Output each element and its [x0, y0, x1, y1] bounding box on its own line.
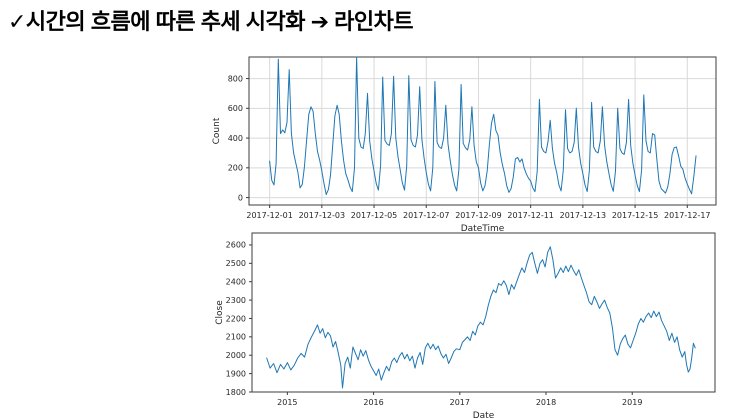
x-axis-label: Date: [473, 411, 495, 419]
x-tick-label: 2017-12-05: [351, 211, 398, 220]
slide-title: ✓시간의 흐름에 따른 추세 시각화 ➔ 라인차트: [8, 9, 414, 34]
x-tick-label: 2018: [536, 398, 556, 407]
y-tick-label: 2000: [226, 351, 246, 360]
y-tick-label: 400: [228, 134, 243, 143]
x-tick-label: 2017: [450, 398, 470, 407]
x-tick-label: 2019: [622, 398, 642, 407]
y-axis-label: Count: [212, 117, 222, 144]
series-line: [266, 246, 696, 389]
x-tick-label: 2016: [363, 398, 383, 407]
x-tick-label: 2017-12-13: [560, 211, 607, 220]
x-tick-label: 2017-12-11: [507, 211, 554, 220]
y-tick-label: 2300: [226, 296, 246, 305]
x-tick-label: 2017-12-07: [403, 211, 450, 220]
plot-frame: [248, 56, 717, 206]
y-axis-label: Close: [215, 300, 225, 325]
x-tick-label: 2017-12-09: [455, 211, 502, 220]
y-tick-label: 200: [228, 164, 243, 173]
series-line: [269, 56, 697, 196]
y-tick-label: 800: [228, 74, 243, 83]
hourly-count-line-chart: 2017-12-01 2017-12-03 2017-12-05 2017-12-07…: [212, 56, 717, 234]
y-tick-label: 1800: [226, 388, 246, 397]
y-tick-label: 600: [228, 104, 243, 113]
x-tick-label: 2017-12-01: [246, 211, 293, 220]
x-tick-label: 2017-12-03: [299, 211, 346, 220]
y-tick-label: 0: [238, 193, 243, 202]
daily-close-line-chart: 2015 2016 2017 2018 2019 1800 1900 2000 2100 2200…: [215, 232, 716, 419]
x-tick-label: 2015: [277, 398, 297, 407]
x-axis-label: DateTime: [461, 224, 505, 234]
y-tick-label: 2400: [226, 278, 246, 287]
y-tick-label: 2200: [226, 314, 246, 323]
y-tick-label: 2500: [226, 259, 246, 268]
x-tick-label: 2017-12-17: [664, 211, 711, 220]
x-tick-label: 2017-12-15: [612, 211, 659, 220]
y-tick-label: 2600: [226, 241, 246, 250]
y-tick-label: 2100: [226, 333, 246, 342]
plot-frame: [251, 232, 716, 393]
y-tick-label: 1900: [226, 369, 246, 378]
